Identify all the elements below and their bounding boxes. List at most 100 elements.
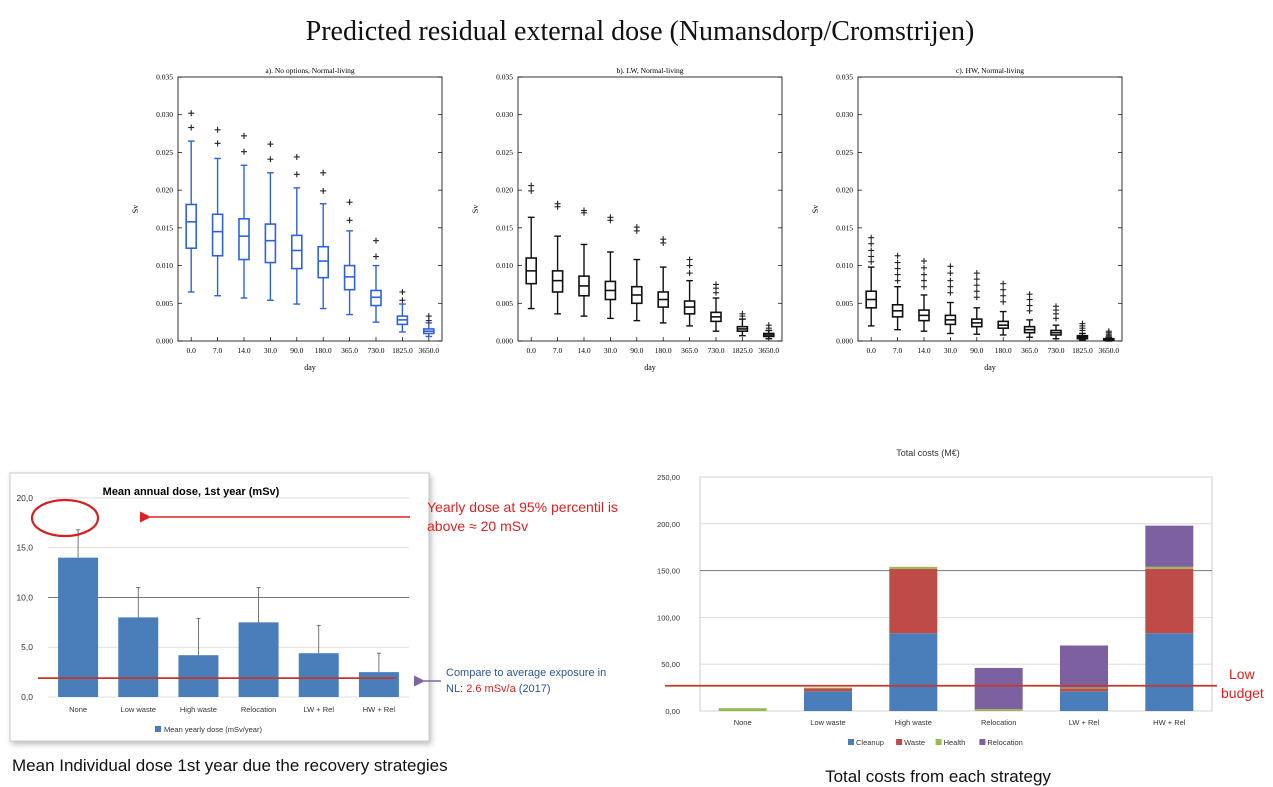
y-tick-label: 0.035 xyxy=(156,73,173,82)
outlier-marker xyxy=(921,271,927,278)
box-6 xyxy=(343,199,356,316)
outlier-marker xyxy=(686,256,693,263)
cost-x-tick-label: High waste xyxy=(895,718,932,727)
compare-note-suffix: (2017) xyxy=(516,683,551,695)
x-tick-label: 14.0 xyxy=(237,346,250,355)
outlier-marker xyxy=(921,258,927,265)
outlier-marker xyxy=(894,277,901,284)
outlier-marker xyxy=(868,240,875,247)
box-8 xyxy=(396,288,409,333)
x-tick-label: 180.0 xyxy=(315,346,332,355)
y-tick-label: 0.010 xyxy=(836,261,853,270)
outlier-marker xyxy=(947,283,954,290)
y-tick-label: 0.010 xyxy=(496,261,513,270)
dose-y-tick-label: 5,0 xyxy=(21,642,33,652)
outlier-marker xyxy=(947,289,954,296)
y-tick-label: 0.020 xyxy=(836,186,853,195)
outlier-marker xyxy=(293,171,300,178)
box-panel-2: c). HW, Normal-living0.0000.0050.0100.01… xyxy=(811,66,1123,372)
outlier-marker xyxy=(320,187,327,194)
outlier-marker xyxy=(1000,286,1007,293)
outlier-marker xyxy=(214,126,221,133)
y-tick-label: 0.000 xyxy=(496,337,513,346)
x-tick-label: 30.0 xyxy=(264,346,277,355)
y-tick-label: 0.020 xyxy=(496,186,513,195)
cost-x-tick-label: Low waste xyxy=(810,718,845,727)
box-panel-frame xyxy=(177,76,443,342)
x-axis-label: day xyxy=(644,363,656,372)
y-tick-label: 0.035 xyxy=(836,73,853,82)
outlier-marker xyxy=(346,199,353,206)
y-tick-label: 0.020 xyxy=(156,186,173,195)
outlier-marker xyxy=(346,217,353,224)
dose-bar-5 xyxy=(358,672,399,697)
cost-bar-2-waste xyxy=(889,568,938,634)
outlier-marker xyxy=(607,214,614,221)
cost-bar-3-health xyxy=(974,709,1023,711)
x-tick-label: 7.0 xyxy=(553,346,563,355)
x-tick-label: 365.0 xyxy=(1021,346,1038,355)
outlier-marker xyxy=(633,224,640,231)
box-panel-frame xyxy=(517,76,783,342)
outlier-marker xyxy=(1000,280,1007,287)
box-0 xyxy=(185,110,198,293)
cost-bar-4-relocation xyxy=(1060,645,1108,688)
cost-y-tick-label: 200,00 xyxy=(657,520,680,529)
caption-right: Total costs from each strategy xyxy=(825,767,1051,786)
y-tick-label: 0.015 xyxy=(836,223,853,232)
x-tick-label: 90.0 xyxy=(970,346,983,355)
dose-y-tick-label: 10,0 xyxy=(16,592,33,602)
y-axis-label: Sv xyxy=(131,205,140,213)
box-8 xyxy=(736,310,749,337)
outlier-marker xyxy=(373,237,379,244)
total-costs-chart: Total costs (M€) 0,00 50,00 100,00 150,00 200… xyxy=(657,448,1217,747)
compare-note-line1: Compare to average exposure in xyxy=(446,667,606,679)
x-tick-label: 365.0 xyxy=(681,346,698,355)
x-tick-label: 30.0 xyxy=(944,346,957,355)
outlier-marker xyxy=(399,297,406,304)
box-9 xyxy=(422,313,435,338)
box-body xyxy=(211,213,224,257)
x-tick-label: 730.0 xyxy=(708,346,725,355)
box-panel-title: a). No options, Normal-living xyxy=(265,66,355,75)
outlier-marker xyxy=(1026,296,1033,303)
cost-bar-0-health xyxy=(718,708,767,711)
outlier-marker xyxy=(868,253,875,260)
x-tick-label: 7.0 xyxy=(213,346,223,355)
outlier-marker xyxy=(921,264,927,271)
percentile-highlight-ellipse xyxy=(30,498,100,538)
outlier-marker xyxy=(973,288,980,295)
mean-annual-dose-chart: Mean annual dose, 1st year (mSv) 0,0 5,0 10… xyxy=(9,472,430,742)
outlier-marker xyxy=(947,270,954,277)
annotations: Yearly dose at 95% percentil is above ≈ … xyxy=(12,498,1264,786)
cost-x-tick-label: LW + Rel xyxy=(1069,718,1100,727)
outlier-marker xyxy=(267,156,274,163)
y-tick-label: 0.005 xyxy=(156,299,173,308)
outlier-marker xyxy=(425,313,432,320)
outlier-marker xyxy=(973,276,980,283)
outlier-marker xyxy=(713,281,719,288)
x-tick-label: 180.0 xyxy=(995,346,1012,355)
outlier-marker xyxy=(1105,328,1112,335)
outlier-marker xyxy=(947,263,954,270)
dose-y-tick-label: 15,0 xyxy=(16,543,33,553)
outlier-marker xyxy=(1026,291,1033,298)
x-tick-label: 3650.0 xyxy=(1098,346,1119,355)
dose-legend-label: Mean yearly dose (mSv/year) xyxy=(164,725,262,734)
outlier-marker xyxy=(686,270,693,277)
outlier-marker xyxy=(868,258,875,265)
dose-x-tick-label: Relocation xyxy=(241,705,276,714)
cost-legend-swatch xyxy=(979,739,986,745)
y-tick-label: 0.005 xyxy=(496,299,513,308)
outlier-marker xyxy=(188,110,195,117)
dose-y-tick-label: 20,0 xyxy=(16,493,33,503)
x-tick-label: 730.0 xyxy=(1048,346,1065,355)
outlier-marker xyxy=(1000,298,1007,305)
outlier-marker xyxy=(973,270,980,277)
box-body xyxy=(264,223,277,264)
dose-x-tick-label: Low waste xyxy=(121,705,156,714)
cost-bar-4-waste xyxy=(1060,688,1108,692)
outlier-marker xyxy=(1000,292,1007,299)
x-tick-label: 0.0 xyxy=(867,346,877,355)
outlier-marker xyxy=(765,322,772,329)
